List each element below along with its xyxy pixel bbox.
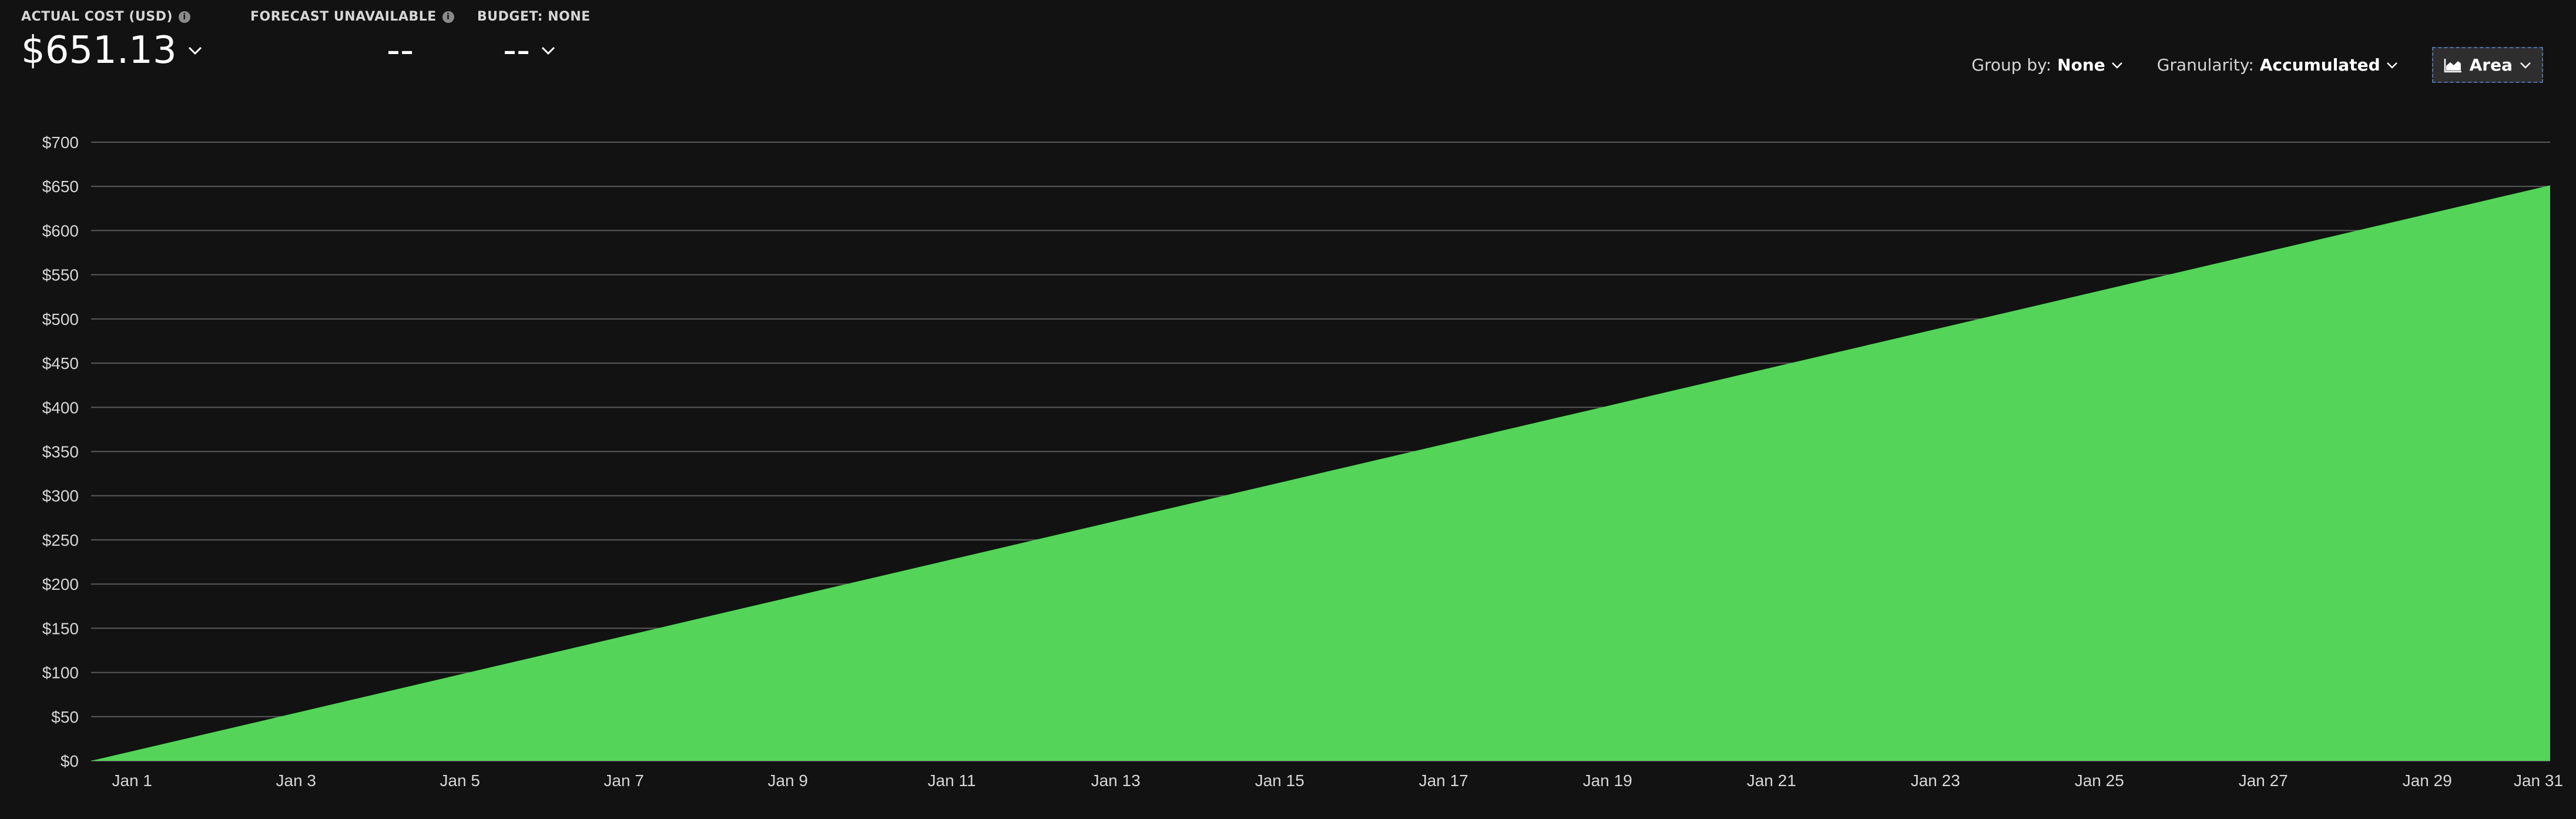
x-tick-label: Jan 27: [2239, 771, 2288, 790]
x-tick-label: Jan 7: [604, 771, 645, 790]
chart-toolbar: Group by: None Granularity: Accumulated …: [1971, 47, 2543, 83]
actual-cost-label: ACTUAL COST (USD): [21, 9, 173, 24]
y-tick-label: $350: [42, 443, 79, 461]
chevron-down-icon[interactable]: [187, 46, 203, 55]
budget-label: BUDGET: NONE: [477, 9, 591, 24]
actual-cost-value: $651.13: [21, 29, 177, 72]
info-icon[interactable]: i: [179, 11, 191, 23]
x-tick-label: Jan 21: [1747, 771, 1796, 790]
granularity-label: Granularity:: [2156, 55, 2254, 75]
budget-value: --: [503, 29, 531, 72]
y-tick-label: $650: [42, 177, 79, 196]
y-tick-label: $50: [51, 708, 79, 726]
group-by-label: Group by:: [1971, 55, 2052, 75]
y-tick-label: $150: [42, 619, 79, 637]
x-tick-label: Jan 5: [440, 771, 481, 790]
forecast-kpi: FORECAST UNAVAILABLE i --: [250, 9, 454, 72]
y-tick-label: $250: [42, 531, 79, 549]
x-tick-label: Jan 23: [1911, 771, 1960, 790]
chevron-down-icon: [2386, 62, 2397, 69]
budget-kpi[interactable]: BUDGET: NONE --: [477, 9, 591, 72]
y-tick-label: $700: [42, 133, 79, 152]
x-tick-label: Jan 31: [2514, 771, 2563, 790]
actual-cost-kpi[interactable]: ACTUAL COST (USD) i $651.13: [21, 9, 203, 72]
group-by-value: None: [2057, 55, 2105, 75]
forecast-value: --: [387, 29, 414, 72]
chevron-down-icon: [2111, 62, 2122, 69]
y-tick-label: $400: [42, 398, 79, 417]
chevron-down-icon[interactable]: [541, 46, 556, 55]
y-tick-label: $600: [42, 221, 79, 240]
x-tick-label: Jan 3: [276, 771, 317, 790]
chart-type-dropdown[interactable]: Area: [2431, 47, 2543, 83]
y-tick-label: $200: [42, 575, 79, 593]
info-icon[interactable]: i: [442, 11, 454, 23]
x-tick-label: Jan 9: [768, 771, 809, 790]
cost-area-series: [91, 185, 2550, 761]
x-tick-label: Jan 1: [112, 771, 153, 790]
y-tick-label: $300: [42, 487, 79, 505]
forecast-label: FORECAST UNAVAILABLE: [250, 9, 437, 24]
x-tick-label: Jan 15: [1255, 771, 1304, 790]
granularity-value: Accumulated: [2259, 55, 2380, 75]
y-tick-label: $100: [42, 664, 79, 682]
area-chart-icon: [2444, 58, 2461, 72]
chevron-down-icon: [2520, 62, 2531, 69]
x-tick-label: Jan 17: [1419, 771, 1468, 790]
group-by-dropdown[interactable]: Group by: None: [1971, 55, 2122, 75]
y-tick-label: $500: [42, 310, 79, 328]
x-tick-label: Jan 25: [2075, 771, 2124, 790]
x-tick-label: Jan 19: [1583, 771, 1632, 790]
y-tick-label: $450: [42, 354, 79, 372]
y-tick-label: $0: [61, 752, 79, 770]
granularity-dropdown[interactable]: Granularity: Accumulated: [2157, 55, 2398, 75]
y-tick-label: $550: [42, 266, 79, 284]
x-tick-label: Jan 11: [928, 771, 976, 790]
chart-type-label: Area: [2469, 55, 2513, 75]
x-tick-label: Jan 13: [1091, 771, 1141, 790]
x-tick-label: Jan 29: [2403, 771, 2452, 790]
